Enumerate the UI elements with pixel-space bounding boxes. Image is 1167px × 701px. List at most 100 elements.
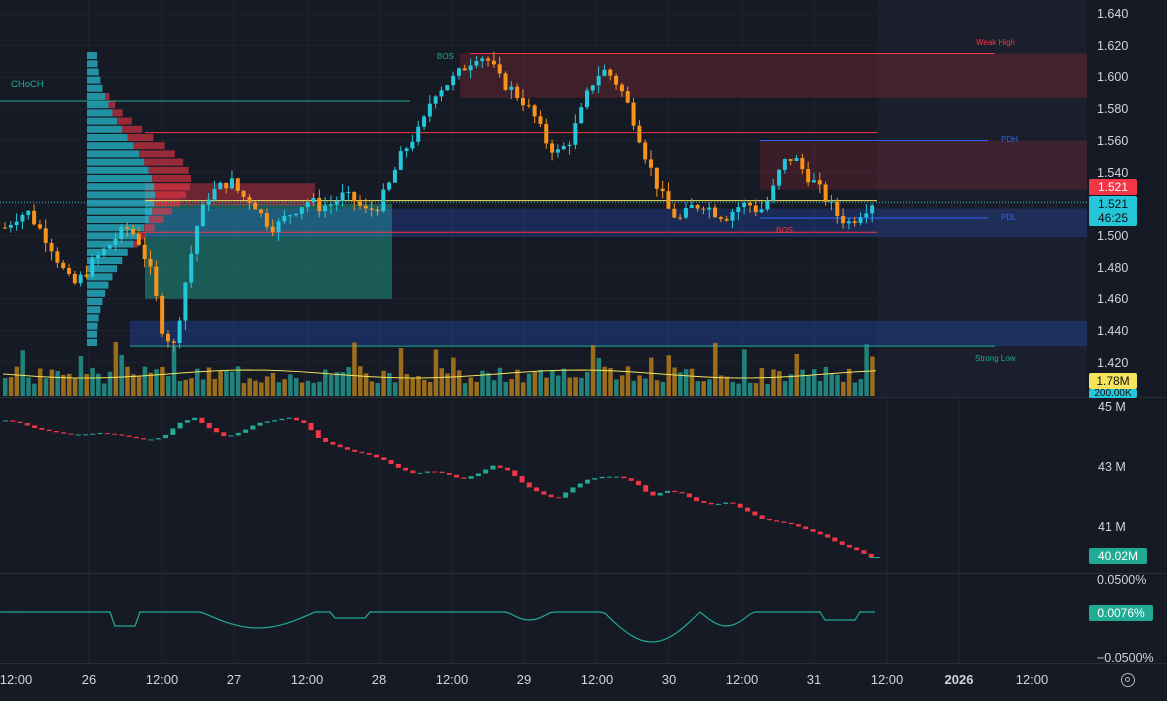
oi-candle: [715, 503, 721, 505]
volume-profile-bar: [139, 232, 146, 240]
oi-candle: [774, 520, 780, 522]
oi-candle: [541, 491, 547, 495]
volume-profile-bar: [87, 142, 134, 150]
volume-profile-bar: [105, 93, 110, 100]
price-candle: [165, 333, 170, 342]
oi-candle: [403, 467, 409, 471]
volume-bar: [125, 366, 130, 396]
oi-candle: [490, 465, 496, 470]
oi-candle: [126, 435, 132, 437]
oi-tick: 43 M: [1098, 460, 1126, 474]
time-tick: 2026: [944, 672, 974, 687]
price-candle: [777, 169, 782, 186]
oi-candle: [817, 531, 823, 535]
price-candle: [614, 75, 619, 85]
oi-candle: [192, 417, 198, 421]
settings-gear-icon[interactable]: [1121, 673, 1135, 687]
oi-candle: [97, 433, 103, 435]
oi-candle: [388, 460, 394, 464]
oi-candle: [424, 471, 430, 473]
price-candle: [61, 262, 66, 269]
volume-bar: [765, 383, 770, 396]
volume-profile-bar: [87, 158, 145, 166]
price-candle: [579, 107, 584, 124]
volume-bar: [759, 368, 765, 396]
price-candle: [852, 221, 857, 223]
volume-bar: [119, 354, 124, 396]
time-tick: 29: [516, 672, 532, 687]
price-candle: [474, 61, 479, 66]
oi-candle: [555, 497, 561, 499]
oi-candle: [243, 429, 249, 433]
volume-profile-bar: [87, 175, 153, 182]
oi-candle: [781, 521, 787, 523]
volume-bar: [579, 377, 584, 396]
oi-badge: 40.02M: [1089, 548, 1147, 564]
volume-bar: [212, 378, 218, 396]
price-candle: [550, 143, 555, 153]
volume-bar: [439, 368, 444, 396]
volume-bar: [229, 371, 235, 396]
oi-candle: [272, 420, 278, 422]
pane-separator: [0, 663, 1167, 664]
pane-separator[interactable]: [0, 397, 1167, 398]
price-candle: [381, 189, 386, 212]
volume-bar: [20, 350, 25, 396]
price-candle: [811, 180, 816, 183]
volume-bar: [3, 378, 8, 396]
volume-profile-bar: [87, 109, 113, 117]
volume-bar: [864, 344, 869, 396]
volume-profile-bar: [152, 207, 173, 215]
volume-profile-bar: [152, 175, 192, 182]
volume-bar: [154, 369, 159, 396]
volume-bar: [55, 370, 60, 396]
price-candle: [503, 73, 508, 90]
price-candle: [666, 191, 671, 209]
price-candle: [451, 75, 456, 86]
price-candle: [422, 116, 427, 127]
oi-candle: [628, 478, 634, 481]
volume-bar: [253, 380, 258, 396]
price-candle: [846, 221, 851, 224]
time-tick: 30: [661, 672, 677, 687]
volume-bar: [206, 367, 212, 396]
oi-candle: [534, 487, 540, 492]
volume-profile-bar: [87, 183, 155, 191]
funding-badge: 0.0076%: [1089, 605, 1153, 621]
price-candle: [247, 196, 252, 203]
oi-candle: [643, 485, 649, 492]
price-candle: [730, 211, 735, 221]
price-candle: [567, 144, 572, 147]
volume-profile-bar: [87, 60, 98, 68]
pane-separator[interactable]: [0, 573, 1167, 574]
oi-candle: [61, 432, 67, 434]
supply-zone: [460, 53, 1087, 98]
price-candle: [253, 202, 258, 210]
price-candle: [323, 205, 328, 212]
price-candle: [270, 226, 275, 232]
volume-bar: [526, 373, 532, 396]
volume-bar: [649, 357, 654, 396]
price-candle: [136, 234, 141, 245]
oi-candle: [803, 526, 809, 530]
volume-bar: [61, 374, 66, 396]
volume-bar: [346, 367, 351, 396]
oi-candle: [112, 433, 118, 435]
oi-candle: [839, 541, 845, 545]
price-candle: [352, 192, 357, 202]
price-candle: [282, 215, 287, 222]
oi-candle: [155, 438, 161, 440]
volume-profile-bar: [87, 265, 118, 273]
volume-bar: [643, 378, 648, 396]
oi-candle: [213, 428, 219, 433]
price-candle: [486, 58, 491, 61]
price-candle: [631, 102, 636, 126]
price-candle: [555, 149, 560, 153]
oi-candle: [861, 550, 867, 554]
price-candle: [299, 207, 304, 214]
volume-bar: [707, 379, 712, 396]
volume-bar: [113, 342, 119, 396]
price-candle: [590, 85, 595, 91]
volume-bar: [660, 382, 666, 396]
